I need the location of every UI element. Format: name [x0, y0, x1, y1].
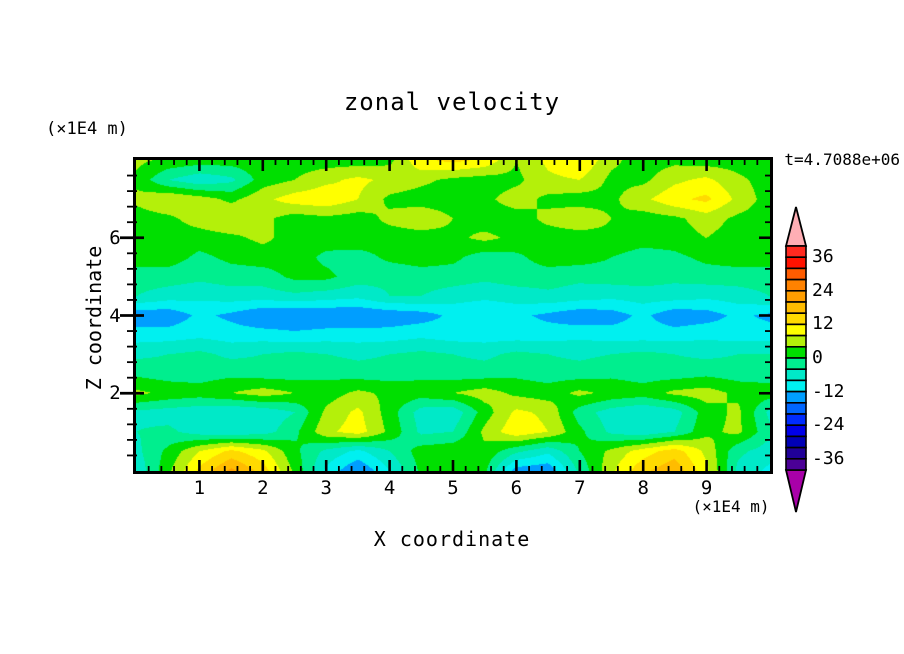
colorbar-segment: [785, 256, 807, 270]
colorbar-segment: [785, 390, 807, 404]
colorbar-segment: [785, 278, 807, 292]
x-tick-label: 2: [257, 477, 269, 499]
x-tick-label: 5: [447, 477, 459, 499]
x-tick-label: 8: [637, 477, 649, 499]
colorbar-tick-label: 12: [812, 313, 834, 335]
colorbar-segment: [785, 368, 807, 382]
x-tick-label: 7: [574, 477, 586, 499]
x-tick-label: 6: [510, 477, 523, 499]
x-axis-title: X coordinate: [373, 527, 531, 551]
y-tick-label: 6: [109, 226, 121, 249]
colorbar-segment: [785, 267, 807, 281]
x-tick-label: 1: [193, 477, 206, 499]
colorbar-segment: [785, 334, 807, 348]
z-axis-unit-label: (×1E4 m): [46, 119, 128, 139]
plot-title: zonal velocity: [343, 88, 561, 116]
x-tick-label: 4: [383, 477, 396, 499]
colorbar-segment: [785, 379, 807, 393]
contour-field-canvas: [136, 160, 770, 471]
y-tick-label: 2: [109, 382, 121, 405]
colorbar-tick-label: 0: [812, 347, 823, 368]
plot-frame: [133, 157, 773, 474]
colorbar-segment: [785, 457, 807, 471]
colorbar-under-arrow: [784, 469, 808, 513]
colorbar-tick-label: -36: [812, 447, 845, 469]
colorbar-segment: [785, 402, 807, 415]
colorbar-segment: [785, 357, 807, 370]
colorbar-over-arrow: [784, 206, 808, 247]
colorbar-tick-label: -12: [812, 380, 845, 402]
colorbar-tick-label: -24: [812, 414, 845, 436]
colorbar-segment: [785, 245, 807, 258]
colorbar-segment: [785, 424, 807, 438]
colorbar-segment: [785, 290, 807, 303]
colorbar-segment: [785, 446, 807, 460]
x-tick-label: 9: [700, 477, 713, 499]
x-tick-label: 3: [320, 477, 332, 499]
colorbar-segment: [785, 346, 807, 359]
x-axis-unit-label: (×1E4 m): [692, 497, 770, 516]
colorbar-tick-label: 36: [812, 246, 834, 268]
colorbar-segment: [785, 323, 807, 337]
colorbar: [784, 206, 808, 513]
colorbar-segment: [785, 312, 807, 326]
time-annotation: t=4.7088e+06: [784, 150, 900, 169]
colorbar-segment: [785, 301, 807, 314]
colorbar-tick-label: 24: [812, 279, 834, 301]
colorbar-segment: [785, 413, 807, 426]
y-tick-label: 4: [109, 304, 121, 327]
colorbar-segment: [785, 435, 807, 449]
